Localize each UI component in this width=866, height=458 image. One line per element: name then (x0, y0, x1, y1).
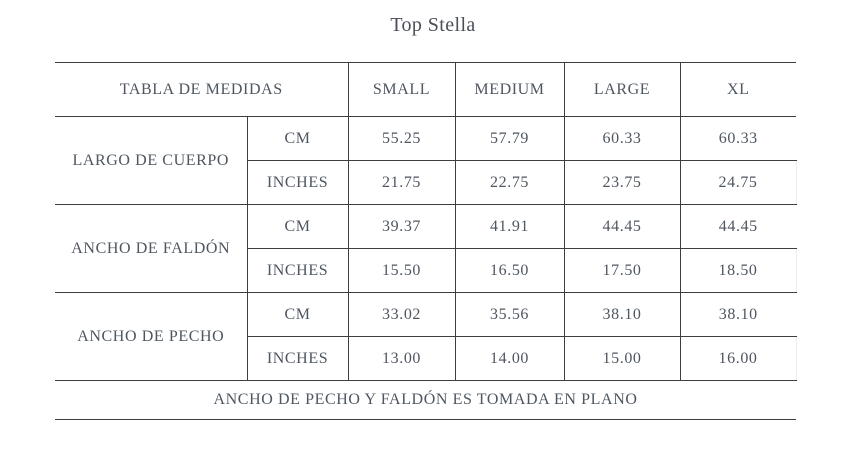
table-row: ANCHO DE FALDÓN CM 39.37 41.91 44.45 44.… (55, 204, 797, 293)
value-cell: 33.02 (348, 292, 456, 337)
size-header-large: LARGE (564, 62, 681, 117)
value-cell: 18.50 (680, 248, 797, 293)
table-row: INCHES 13.00 14.00 15.00 16.00 (55, 336, 797, 381)
value-cell: 41.91 (455, 204, 565, 249)
unit-cell-inches: INCHES (247, 160, 349, 205)
value-cell: 44.45 (564, 204, 681, 249)
unit-cell-cm: CM (247, 292, 349, 337)
value-cell: 24.75 (680, 160, 797, 205)
value-cell: 55.25 (348, 116, 456, 161)
value-cell: 44.45 (680, 204, 797, 249)
value-cell: 21.75 (348, 160, 456, 205)
value-cell: 39.37 (348, 204, 456, 249)
unit-cell-cm: CM (247, 116, 349, 161)
value-cell: 13.00 (348, 336, 456, 381)
row-label-ancho-de-pecho: ANCHO DE PECHO (55, 292, 248, 381)
value-cell: 16.00 (680, 336, 797, 381)
unit-cell-cm: CM (247, 204, 349, 249)
size-header-medium: MEDIUM (455, 62, 565, 117)
table-row: LARGO DE CUERPO CM 55.25 57.79 60.33 60.… (55, 116, 797, 205)
size-chart-table: TABLA DE MEDIDAS SMALL MEDIUM LARGE XL L… (55, 62, 797, 420)
row-label-ancho-de-faldon: ANCHO DE FALDÓN (55, 204, 248, 293)
footer-row: ANCHO DE PECHO Y FALDÓN ES TOMADA EN PLA… (55, 380, 797, 420)
size-header-xl: XL (680, 62, 797, 117)
table-row: INCHES 21.75 22.75 23.75 24.75 (55, 160, 797, 205)
value-cell: 35.56 (455, 292, 565, 337)
table-row: ANCHO DE PECHO CM 33.02 35.56 38.10 38.1… (55, 292, 797, 381)
table-row: INCHES 15.50 16.50 17.50 18.50 (55, 248, 797, 293)
unit-cell-inches: INCHES (247, 336, 349, 381)
header-row: TABLA DE MEDIDAS SMALL MEDIUM LARGE XL (55, 62, 797, 117)
value-cell: 22.75 (455, 160, 565, 205)
value-cell: 57.79 (455, 116, 565, 161)
value-cell: 60.33 (564, 116, 681, 161)
unit-cell-inches: INCHES (247, 248, 349, 293)
size-chart-container: TABLA DE MEDIDAS SMALL MEDIUM LARGE XL L… (55, 62, 797, 420)
value-cell: 38.10 (680, 292, 797, 337)
size-header-small: SMALL (348, 62, 456, 117)
value-cell: 23.75 (564, 160, 681, 205)
value-cell: 15.00 (564, 336, 681, 381)
value-cell: 15.50 (348, 248, 456, 293)
row-label-largo-de-cuerpo: LARGO DE CUERPO (55, 116, 248, 205)
footer-note: ANCHO DE PECHO Y FALDÓN ES TOMADA EN PLA… (55, 380, 797, 420)
header-cell-tabla-de-medidas: TABLA DE MEDIDAS (55, 62, 349, 117)
value-cell: 60.33 (680, 116, 797, 161)
value-cell: 38.10 (564, 292, 681, 337)
value-cell: 16.50 (455, 248, 565, 293)
value-cell: 17.50 (564, 248, 681, 293)
value-cell: 14.00 (455, 336, 565, 381)
page-title: Top Stella (390, 14, 476, 36)
